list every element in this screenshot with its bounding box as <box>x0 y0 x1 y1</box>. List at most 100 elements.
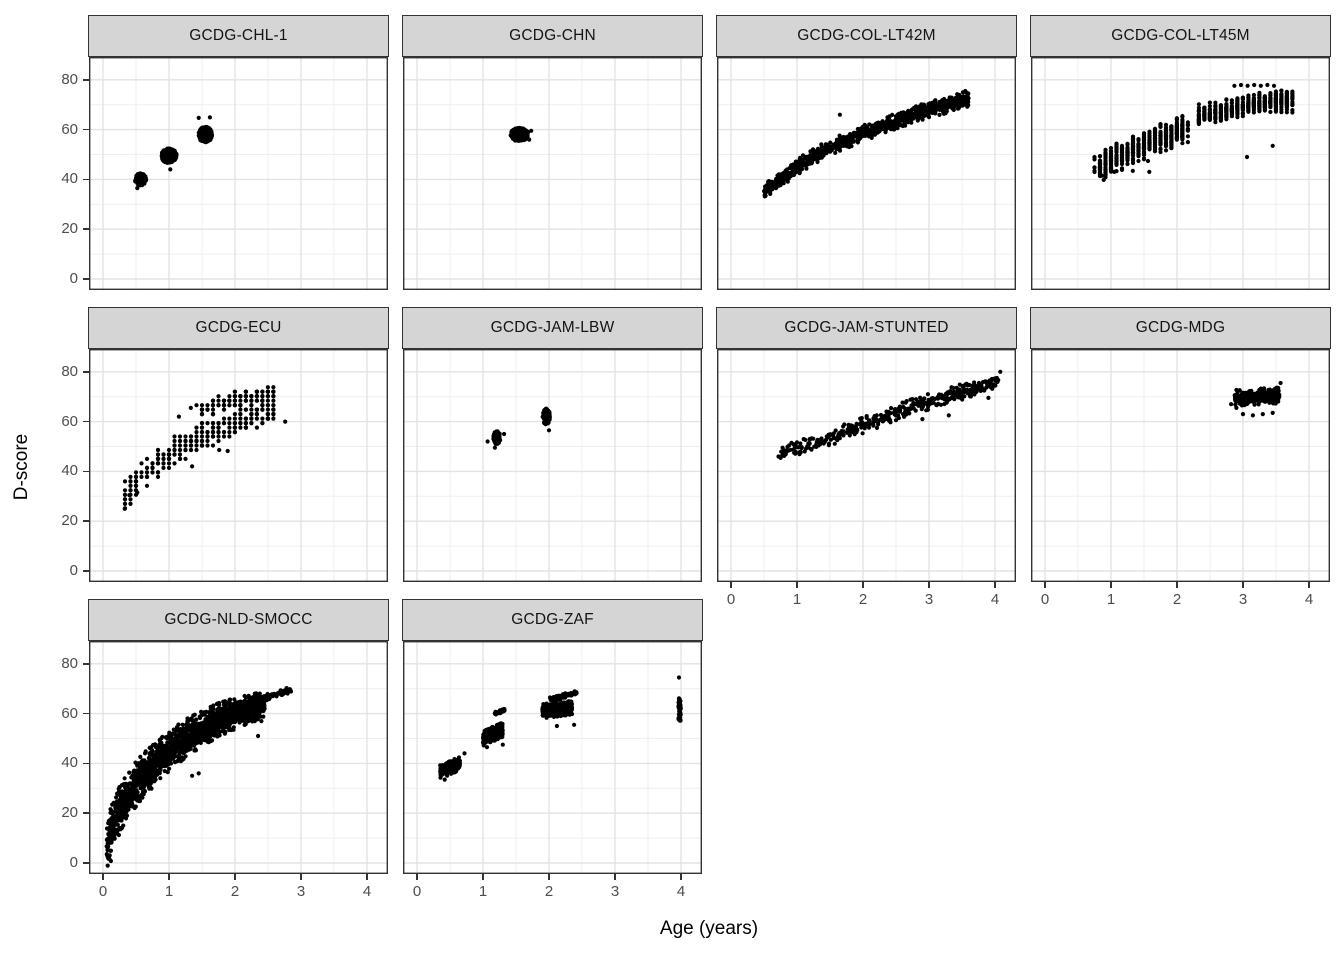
data-point <box>945 104 950 109</box>
facet-title: GCDG-JAM-LBW <box>490 319 615 336</box>
data-point <box>1260 412 1265 417</box>
data-point <box>1119 145 1125 150</box>
data-point <box>155 470 161 475</box>
data-point <box>232 403 237 408</box>
data-point <box>227 421 232 426</box>
data-point <box>1218 103 1223 108</box>
data-point <box>254 412 259 417</box>
data-point <box>1152 145 1158 150</box>
data-point <box>798 441 803 446</box>
data-point <box>238 412 243 417</box>
facet-strip: GCDG-ECU <box>88 307 389 349</box>
data-point <box>238 394 243 399</box>
data-point <box>993 376 998 381</box>
data-point <box>1218 107 1223 112</box>
x-tick-label: 2 <box>1172 591 1182 608</box>
data-point <box>1180 134 1185 139</box>
data-point <box>870 123 875 128</box>
data-point <box>1125 161 1130 167</box>
data-point <box>135 490 140 495</box>
data-point <box>254 394 259 399</box>
data-point <box>879 125 884 130</box>
data-point <box>194 425 199 430</box>
data-point <box>933 105 938 110</box>
y-tick-label: 40 <box>61 462 78 480</box>
data-point <box>1218 110 1223 115</box>
data-point <box>852 425 857 430</box>
data-point <box>133 474 139 479</box>
data-point <box>144 470 150 475</box>
data-point <box>177 452 183 457</box>
data-point <box>117 825 122 830</box>
data-point <box>172 151 177 157</box>
data-point <box>161 452 166 457</box>
data-point <box>216 434 221 439</box>
data-point <box>140 174 145 179</box>
data-point <box>876 122 881 127</box>
data-point <box>271 407 276 412</box>
data-point <box>221 398 227 403</box>
x-tick-mark <box>730 582 732 588</box>
data-point <box>199 438 205 444</box>
data-point <box>897 404 902 409</box>
data-point <box>863 132 868 137</box>
data-point <box>794 169 799 175</box>
data-point <box>243 421 248 426</box>
data-point <box>913 397 919 402</box>
data-point <box>1258 83 1263 88</box>
data-point <box>841 424 846 429</box>
data-point <box>1279 97 1284 102</box>
data-point <box>161 465 166 470</box>
data-point <box>880 418 885 423</box>
y-tick-mark <box>83 228 89 230</box>
data-point <box>200 131 205 136</box>
data-point <box>835 435 840 440</box>
data-point <box>205 430 210 435</box>
data-point <box>546 428 552 433</box>
data-point <box>871 420 876 425</box>
data-point <box>869 135 874 140</box>
data-point <box>945 98 951 103</box>
y-tick-mark <box>83 420 89 423</box>
data-point <box>136 172 141 177</box>
data-point <box>1108 146 1114 151</box>
data-point <box>916 402 921 407</box>
data-point <box>1271 401 1276 406</box>
data-point <box>166 465 172 470</box>
data-point <box>871 127 877 132</box>
data-point <box>271 389 276 394</box>
data-point <box>122 506 127 511</box>
data-point <box>1125 142 1130 147</box>
data-point <box>271 385 276 390</box>
data-point <box>824 147 829 152</box>
data-point <box>1141 149 1147 154</box>
data-point <box>128 474 133 479</box>
data-point <box>1097 165 1103 170</box>
data-point <box>1277 393 1282 398</box>
data-point <box>254 425 259 430</box>
data-point <box>976 380 981 386</box>
data-point <box>1158 124 1163 129</box>
data-point <box>150 461 155 466</box>
data-point <box>1262 104 1267 109</box>
data-point <box>1207 100 1212 105</box>
data-point <box>926 397 931 403</box>
data-point <box>817 148 822 153</box>
data-point <box>1207 104 1212 109</box>
data-point <box>221 403 227 408</box>
data-point <box>903 400 908 405</box>
y-tick-label: 60 <box>61 412 78 430</box>
data-point <box>232 398 237 403</box>
data-point <box>1245 83 1250 88</box>
data-point <box>1229 112 1234 117</box>
data-point <box>990 384 995 389</box>
data-point <box>1158 146 1163 151</box>
data-point <box>1284 110 1289 115</box>
data-point <box>871 423 876 428</box>
data-point <box>1141 144 1147 150</box>
data-point <box>1119 152 1125 157</box>
facet-title: GCDG-CHN <box>509 27 596 44</box>
data-point <box>128 483 133 488</box>
data-point <box>951 98 956 103</box>
